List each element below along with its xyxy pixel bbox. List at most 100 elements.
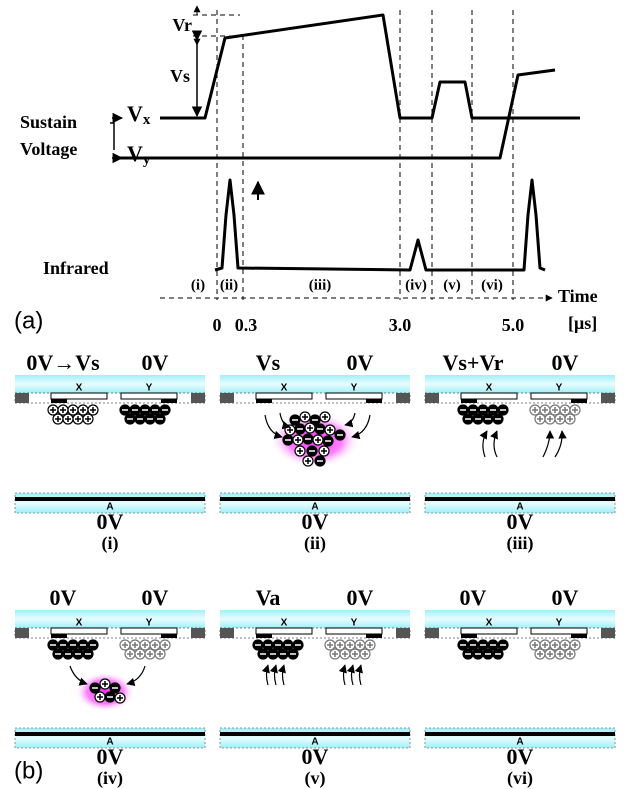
electrode-x-voltage: 0V <box>50 585 77 610</box>
time-tick-label: 0.3 <box>235 315 258 335</box>
time-tick-label: 3.0 <box>389 315 412 335</box>
barrier <box>425 628 439 638</box>
barrier <box>15 628 29 638</box>
infrared-waveform <box>214 178 546 272</box>
electrode-y-label: Y <box>556 383 563 394</box>
electrode-x <box>255 392 313 400</box>
panel-label: (vi) <box>507 768 533 789</box>
address-label: A <box>516 737 523 748</box>
electrode-x <box>460 627 518 635</box>
address-voltage: 0V <box>97 509 124 534</box>
panel-label: (i) <box>102 533 119 554</box>
electrode-x-label: X <box>281 618 288 629</box>
dielectric <box>14 392 206 404</box>
dielectric <box>219 392 411 404</box>
time-tick-labels: 0 0.3 3.0 5.0 <box>213 315 525 335</box>
barrier <box>220 393 234 403</box>
interval-label: (iii) <box>309 277 332 293</box>
electrode-y-voltage: 0V <box>142 585 169 610</box>
electrode-y-label: Y <box>351 618 358 629</box>
discharge-glow <box>75 672 135 712</box>
drift-arrow <box>279 412 291 430</box>
interval-label: (i) <box>191 277 205 293</box>
electrode-x-label: X <box>486 618 493 629</box>
address-label: A <box>311 502 318 513</box>
front-glass <box>425 375 615 393</box>
address-label: A <box>106 502 113 513</box>
time-tick-label: 0 <box>213 315 222 335</box>
bus-y <box>571 399 587 403</box>
figure-label: (a) <box>14 307 43 334</box>
electrode-y <box>325 627 383 635</box>
waveform-diagram: Vr Vs Sustain Voltage Vx Vy Infrared Tim… <box>14 5 598 335</box>
bracket <box>110 122 115 150</box>
vx-waveform <box>160 13 580 120</box>
drift-arrow <box>479 430 488 458</box>
drift-arrow <box>261 664 270 686</box>
electrode-x-voltage: Vs+Vr <box>442 350 503 375</box>
drift-arrow <box>354 664 363 686</box>
front-glass <box>220 375 410 393</box>
interval-label: (ii) <box>220 277 238 293</box>
front-glass <box>220 610 410 628</box>
front-glass <box>15 610 205 628</box>
bus-x <box>51 399 67 403</box>
vy-label: Vy <box>127 141 151 168</box>
address-label: A <box>516 502 523 513</box>
address-electrode <box>425 497 615 501</box>
drift-arrow <box>346 664 355 686</box>
address-voltage: 0V <box>302 509 329 534</box>
address-label: A <box>311 737 318 748</box>
vy-main: V <box>127 141 143 166</box>
drift-arrow <box>344 412 356 428</box>
barrier <box>191 628 205 638</box>
electrode-y <box>325 392 383 400</box>
electrode-y <box>530 627 588 635</box>
bus-y <box>571 634 587 638</box>
interval-label: (v) <box>443 277 461 293</box>
vs-label: Vs <box>170 66 190 86</box>
front-glass <box>425 610 615 628</box>
vy-waveform <box>120 68 556 160</box>
electrode-y-voltage: 0V <box>552 350 579 375</box>
drift-arrow <box>69 665 88 686</box>
bus-x <box>51 634 67 638</box>
sustain-label: Sustain <box>20 112 77 132</box>
dielectric <box>424 627 616 639</box>
electrode-x-label: X <box>76 383 83 394</box>
electrode-y-voltage: 0V <box>347 585 374 610</box>
barrier <box>425 393 439 403</box>
bus-y <box>161 399 177 403</box>
electrode-x <box>255 627 313 635</box>
barrier <box>601 628 615 638</box>
electrode-x <box>50 392 108 400</box>
panel-label: (iii) <box>507 533 534 554</box>
electrode-y-label: Y <box>146 618 153 629</box>
address-electrode <box>220 732 410 736</box>
front-glass <box>15 375 205 393</box>
drift-arrow <box>126 665 146 686</box>
electrode-x-voltage: 0V→Vs <box>26 350 100 375</box>
electrode-x <box>460 392 518 400</box>
interval-labels: (i) (ii) (iii) (iv) (v) (vi) <box>191 277 503 293</box>
barrier <box>220 628 234 638</box>
address-electrode <box>15 732 205 736</box>
barrier <box>191 393 205 403</box>
address-voltage: 0V <box>507 744 534 769</box>
drift-arrow <box>490 430 498 458</box>
electrode-y-label: Y <box>351 383 358 394</box>
electrode-y-voltage: 0V <box>552 585 579 610</box>
panel-label: (v) <box>305 768 326 789</box>
drift-arrow <box>269 664 278 686</box>
vr-label: Vr <box>172 15 192 35</box>
electrode-x-label: X <box>76 618 83 629</box>
electrode-x-voltage: Va <box>256 585 281 610</box>
drift-arrow <box>554 430 567 458</box>
figure-label: (b) <box>14 757 43 784</box>
drift-arrow <box>351 414 371 440</box>
time-tick-label: 5.0 <box>502 315 525 335</box>
